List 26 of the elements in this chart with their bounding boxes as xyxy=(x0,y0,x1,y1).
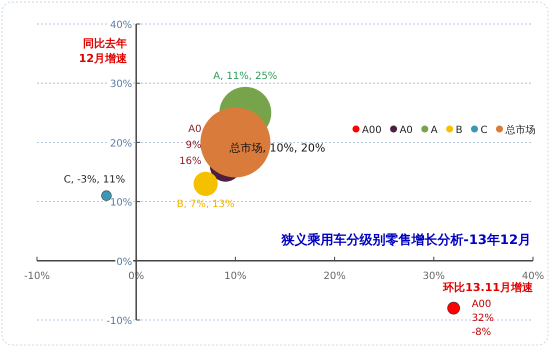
y-tick-label: 20% xyxy=(110,138,132,150)
data-label: 总市场, 10%, 20% xyxy=(228,141,326,154)
y-tick-label: -10% xyxy=(106,316,132,327)
data-label: A00 32% -8% xyxy=(472,299,494,338)
text: 狭义乘用车分级别零售增长分析-13年12月 xyxy=(280,232,531,248)
y-tick-label: 10% xyxy=(110,198,132,209)
data-label: A, 11%, 25% xyxy=(213,70,278,82)
legend-label: A xyxy=(430,125,438,136)
x-tick-label: -10% xyxy=(24,270,50,282)
y-axis-title: 同比去年 12月增速 xyxy=(78,37,128,65)
y-tick-label: 40% xyxy=(110,20,132,31)
x-tick-label: 30% xyxy=(422,270,445,282)
data-label: A0 9% 16% xyxy=(179,124,202,168)
legend-label: B xyxy=(456,125,463,136)
data-label: B, 7%, 13% xyxy=(176,198,234,210)
x-tick-label: 20% xyxy=(323,270,346,282)
y-tick-label: 0% xyxy=(116,256,132,268)
legend-label: 总市场 xyxy=(504,124,536,136)
legend-label: A0 xyxy=(400,125,413,136)
data-label: C, -3%, 11% xyxy=(64,174,126,186)
x-axis-title: 环比13.11月增速 xyxy=(442,281,534,294)
legend-label: A00 xyxy=(362,125,382,136)
x-tick-label: 40% xyxy=(522,270,544,282)
y-tick-label: 30% xyxy=(110,79,132,90)
legend-label: C xyxy=(480,125,488,136)
x-tick-label: 10% xyxy=(224,270,247,282)
